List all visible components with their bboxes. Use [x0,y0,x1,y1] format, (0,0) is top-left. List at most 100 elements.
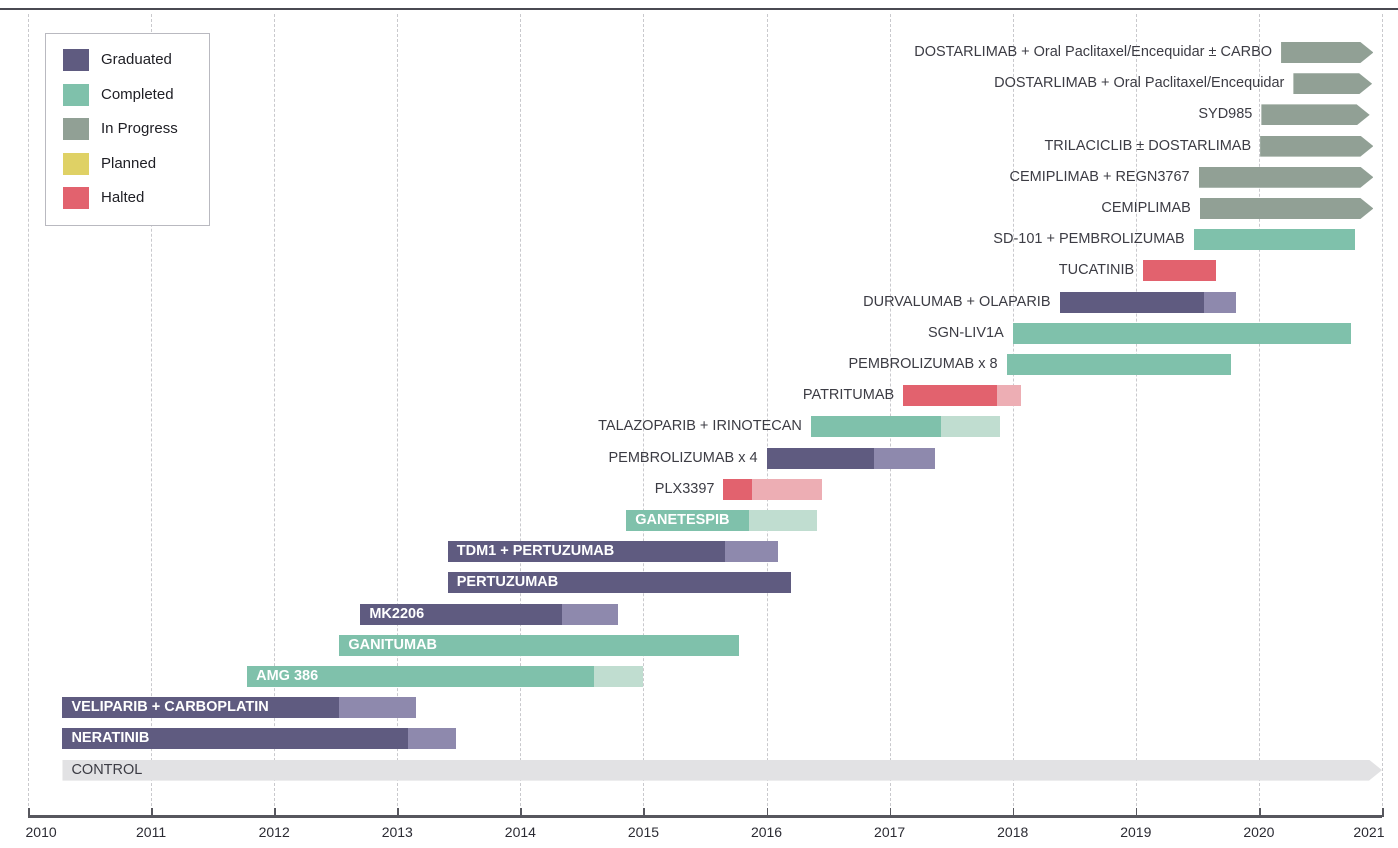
bar-segment-main[interactable] [1193,229,1355,251]
bar-segment-main[interactable] [1293,73,1372,95]
gantt-row[interactable]: GANITUMAB [0,634,1398,656]
gantt-row[interactable]: PEMBROLIZUMAB x 8 [0,354,1398,375]
bar-segment-main[interactable] [1261,104,1370,126]
bar-segment-main[interactable] [1198,166,1374,188]
gantt-row[interactable]: TRILACICLIB ± DOSTARLIMAB [0,135,1398,157]
bar-segment-main[interactable] [810,416,942,438]
gantt-row[interactable]: TUCATINIB [0,260,1398,282]
gantt-row-label: PLX3397 [654,480,715,497]
legend-swatch-icon [63,118,89,141]
gantt-row[interactable]: GANETESPIB [0,510,1398,531]
bar-segment-extension[interactable] [408,728,457,750]
axis-tick-2016 [766,808,769,817]
bar-segment-main[interactable] [447,541,725,563]
axis-label-2011: 2011 [136,824,167,840]
gantt-row[interactable]: PLX3397 [0,478,1398,500]
top-rule [0,8,1398,10]
gantt-row-label: VELIPARIB + CARBOPLATIN [71,699,269,716]
bar-segment-main[interactable] [447,572,792,594]
gantt-row-label: DURVALUMAB + OLAPARIB [863,293,1051,310]
axis-label-2012: 2012 [258,824,290,840]
bar-segment-main[interactable] [766,447,874,469]
bar-segment-main[interactable] [247,666,595,687]
gantt-row[interactable]: AMG 386 [0,666,1398,687]
bar-segment-extension[interactable] [339,697,416,719]
gantt-row-label: NERATINIB [71,730,150,747]
gantt-row[interactable]: TDM1 + PERTUZUMAB [0,541,1398,563]
gantt-row[interactable]: DURVALUMAB + OLAPARIB [0,291,1398,313]
gantt-row[interactable]: PATRITUMAB [0,385,1398,407]
bar-segment-main[interactable] [723,478,752,500]
axis-tick-2020 [1258,808,1261,817]
bar-segment-extension[interactable] [749,510,817,531]
gantt-row-label: PERTUZUMAB [456,574,559,591]
bar-segment-main[interactable] [1281,42,1374,63]
gantt-row-label: AMG 386 [256,668,319,684]
gantt-row[interactable]: DOSTARLIMAB + Oral Paclitaxel/Encequidar… [0,42,1398,63]
bar-segment-main[interactable] [1006,354,1231,375]
gantt-row-label: MK2206 [369,605,425,622]
bar-segment-extension[interactable] [562,603,618,625]
gantt-row[interactable]: SD-101 + PEMBROLIZUMAB [0,229,1398,251]
axis-tick-2017 [889,808,892,817]
gantt-row[interactable]: NERATINIB [0,728,1398,750]
axis-label-2013: 2013 [381,824,413,840]
bar-segment-main[interactable] [360,603,563,625]
bar-segment-main[interactable] [1199,198,1373,219]
gantt-row[interactable]: MK2206 [0,603,1398,625]
bar-segment-extension[interactable] [941,416,1001,438]
gantt-row-label: TALAZOPARIB + IRINOTECAN [598,418,802,435]
gantt-row[interactable]: SYD985 [0,104,1398,126]
bar-segment-main[interactable] [626,510,750,531]
gantt-row-label: DOSTARLIMAB + Oral Paclitaxel/Encequidar [994,75,1285,92]
bar-segment-extension[interactable] [724,541,778,563]
gantt-row-label: GANITUMAB [348,636,438,653]
bar-segment-main[interactable] [62,728,409,750]
gantt-row[interactable]: CEMIPLIMAB + REGN3767 [0,166,1398,188]
bar-segment-extension[interactable] [751,478,822,500]
bar-segment-main[interactable] [903,385,997,407]
bar-segment-main[interactable] [1012,322,1352,344]
bar-segment-extension[interactable] [873,447,936,469]
axis-tick-2015 [643,808,646,817]
legend-label: Graduated [101,51,172,68]
x-axis-line [28,815,1382,818]
gridline-2013 [397,14,399,806]
bar-segment-main[interactable] [1059,291,1204,313]
gantt-row-label: PEMBROLIZUMAB x 8 [848,356,998,372]
gantt-row[interactable]: VELIPARIB + CARBOPLATIN [0,697,1398,719]
gantt-row[interactable]: TALAZOPARIB + IRINOTECAN [0,416,1398,438]
gantt-row[interactable]: SGN-LIV1A [0,322,1398,344]
bar-segment-main[interactable] [1260,135,1374,157]
gridline-2018 [1012,14,1015,806]
axis-tick-2012 [274,808,276,817]
gantt-row[interactable]: PEMBROLIZUMAB x 4 [0,447,1398,469]
gantt-row[interactable]: PERTUZUMAB [0,572,1398,594]
gantt-row-label: CEMIPLIMAB + REGN3767 [1009,168,1190,185]
bar-segment-extension[interactable] [996,385,1022,407]
gantt-row[interactable]: CEMIPLIMAB [0,198,1398,219]
gridline-2010 [28,14,30,806]
gridline-2016 [766,14,769,806]
bar-segment-main[interactable] [62,759,1382,781]
bar-segment-extension[interactable] [1203,291,1236,313]
gantt-row[interactable]: CONTROL [0,759,1398,781]
gantt-row-label: CEMIPLIMAB [1101,200,1191,216]
bar-segment-main[interactable] [339,634,740,656]
bar-segment-main[interactable] [62,697,340,719]
bar-segment-main[interactable] [1143,260,1216,282]
legend-swatch-icon [63,49,89,71]
axis-tick-2013 [397,808,399,817]
gantt-row[interactable]: DOSTARLIMAB + Oral Paclitaxel/Encequidar [0,73,1398,95]
gridline-2019 [1135,14,1138,806]
gantt-row-label: SD-101 + PEMBROLIZUMAB [993,231,1185,248]
legend-label: Completed [101,85,174,103]
axis-label-2017: 2017 [874,824,906,840]
gridline-2012 [274,14,276,806]
gantt-row-label: PATRITUMAB [802,387,895,404]
axis-label-2014: 2014 [504,824,536,840]
bar-segment-extension[interactable] [594,666,644,687]
gantt-row-label: TDM1 + PERTUZUMAB [456,543,615,560]
axis-tick-2010 [28,808,30,817]
